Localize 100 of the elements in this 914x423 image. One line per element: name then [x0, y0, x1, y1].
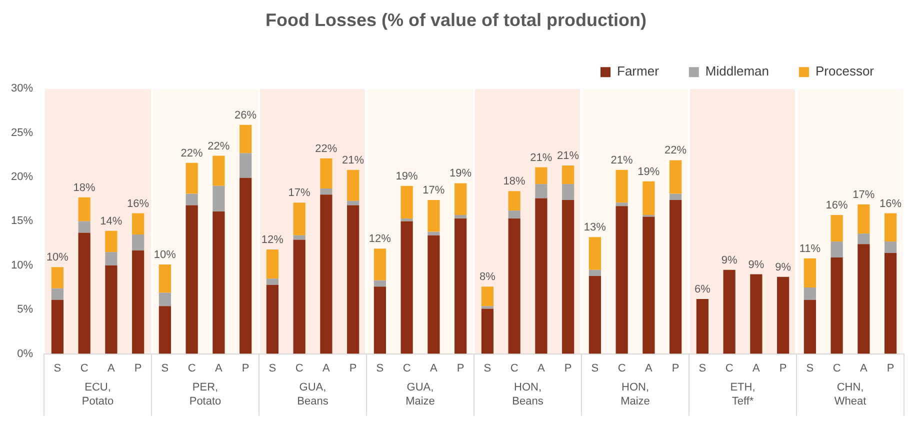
chart-title: Food Losses (% of value of total production)	[266, 10, 647, 30]
bar	[132, 250, 144, 354]
bar	[642, 216, 655, 354]
x-tick-label: S	[591, 362, 599, 374]
bar	[696, 298, 708, 354]
x-tick-label: C	[510, 362, 518, 374]
total-label: 18%	[503, 176, 526, 188]
total-label: 19%	[450, 168, 472, 180]
bar	[105, 265, 118, 354]
total-label: 12%	[368, 233, 392, 246]
total-label: 6%	[694, 284, 711, 296]
bar	[508, 191, 520, 211]
bar	[320, 188, 332, 195]
total-label: 19%	[638, 166, 660, 178]
x-tick-label: S	[54, 362, 62, 374]
y-tick-label: 20%	[10, 171, 34, 184]
bar	[858, 204, 870, 234]
bar	[616, 170, 628, 203]
bar	[186, 205, 198, 354]
total-label: 16%	[826, 200, 848, 212]
bar	[562, 166, 574, 184]
text: CHN, Wheat	[834, 381, 866, 408]
bar	[481, 306, 494, 309]
y-tick-label: 30%	[10, 82, 34, 95]
total-label: 14%	[100, 215, 122, 228]
bar	[293, 202, 306, 236]
bar	[78, 197, 90, 222]
total-label: 21%	[342, 154, 364, 166]
x-tick-label: S	[268, 362, 276, 374]
bar	[454, 183, 467, 216]
total-label: 17%	[852, 188, 875, 201]
total-label: 13%	[584, 222, 606, 234]
text: ECU, Potato	[82, 381, 114, 408]
bar	[481, 308, 494, 354]
x-tick-label: P	[779, 362, 787, 374]
total-label: 21%	[530, 152, 552, 164]
bar	[105, 230, 118, 252]
bar	[51, 288, 64, 300]
x-tick-label: S	[806, 362, 814, 374]
x-tick-label: A	[860, 362, 868, 374]
bar	[616, 206, 628, 354]
total-label: 16%	[880, 198, 902, 210]
bar	[132, 213, 144, 234]
x-tick-label: C	[188, 362, 196, 374]
bar	[240, 124, 252, 154]
text: GUA, Maize	[406, 381, 435, 408]
x-tick-label: C	[402, 362, 411, 374]
bar	[454, 215, 467, 219]
total-label: 9%	[748, 258, 764, 271]
bar	[51, 300, 64, 354]
bar	[186, 162, 198, 194]
text: PER, Potato	[189, 381, 222, 408]
bar	[400, 186, 413, 219]
bar	[400, 218, 413, 222]
bar	[347, 205, 360, 354]
x-tick-label: P	[564, 362, 572, 374]
total-label: 9%	[721, 254, 738, 266]
bar	[186, 194, 198, 206]
total-label: 10%	[154, 249, 176, 262]
x-tick-label: C	[832, 362, 841, 374]
bar	[158, 306, 171, 354]
y-tick-label: 5%	[17, 304, 34, 316]
y-tick-label: 25%	[10, 126, 34, 139]
bar	[105, 252, 118, 266]
bar	[320, 194, 332, 354]
bar	[642, 181, 655, 216]
bar	[750, 274, 762, 354]
bar	[347, 170, 360, 201]
bar	[428, 200, 440, 232]
bar	[535, 198, 548, 354]
x-tick-label: P	[456, 362, 464, 374]
x-tick-label: A	[108, 362, 116, 374]
bar	[266, 284, 278, 354]
bar	[588, 237, 601, 270]
bar	[51, 267, 64, 288]
bar	[212, 186, 225, 212]
x-tick-label: A	[322, 362, 331, 374]
bar	[830, 242, 843, 258]
bar	[158, 264, 171, 293]
bar	[562, 184, 574, 200]
x-tick-label: C	[80, 362, 88, 374]
x-tick-label: A	[645, 362, 654, 374]
bar	[777, 276, 790, 354]
bar	[428, 235, 440, 354]
bar	[78, 221, 90, 233]
total-label: 21%	[557, 150, 580, 162]
bar	[400, 221, 413, 354]
x-tick-label: S	[698, 362, 706, 374]
bar	[670, 160, 682, 194]
bar	[884, 253, 897, 354]
bar	[374, 248, 386, 280]
bar	[481, 286, 494, 306]
x-tick-label: A	[430, 362, 438, 374]
bar	[428, 232, 440, 236]
bar	[535, 184, 548, 198]
bar	[132, 234, 144, 250]
bar	[804, 258, 816, 288]
bar	[804, 288, 816, 300]
bar	[616, 202, 628, 206]
bar	[240, 178, 252, 354]
